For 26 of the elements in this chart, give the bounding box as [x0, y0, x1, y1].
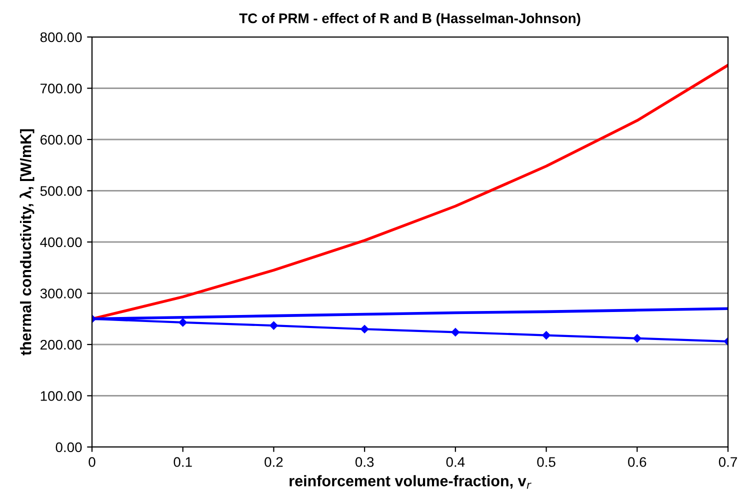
point [633, 334, 642, 342]
y-tick-label: 100.00 [40, 391, 82, 401]
x-tick-label: 0.1 [174, 457, 192, 467]
point [178, 318, 187, 327]
y-tick-label: 600.00 [40, 134, 82, 145]
y-tick-label: 400.00 [40, 237, 82, 248]
point [542, 331, 550, 340]
x-tick-label: 0.6 [628, 457, 646, 467]
y-axis-title: thermal conductivity, λ, [W/mK] [20, 129, 34, 356]
y-tick-label: 300.00 [40, 288, 82, 298]
x-tick-label: 0.7 [718, 457, 737, 467]
y-tick-label: 700.00 [40, 84, 82, 94]
y-tick-label: 500.00 [40, 186, 82, 196]
x-tick-label: 0.3 [355, 457, 374, 467]
point [451, 328, 460, 336]
x-axis-title: reinforcement volume-fraction, v$_{r}$ [290, 475, 532, 489]
chart-title: TC of PRM - effect of R and B (Hasselman-Johnson) [239, 13, 580, 26]
point [270, 321, 278, 330]
point [360, 324, 369, 334]
y-tick-label: 800.00 [40, 32, 82, 42]
x-tick-label: 0 [88, 457, 96, 467]
x-tick-label: 0.4 [446, 457, 465, 467]
y-tick-label: 200.00 [40, 340, 82, 350]
x-tick-label: 0.2 [264, 457, 283, 467]
y-tick-label: 0.00 [56, 442, 82, 452]
x-tick-label: 0.5 [537, 457, 556, 467]
